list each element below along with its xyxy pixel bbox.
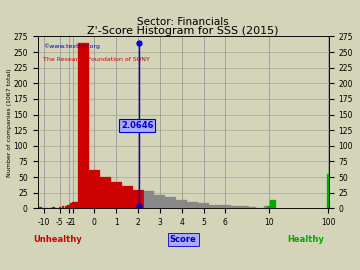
Bar <box>52 207 55 208</box>
Bar <box>132 190 144 208</box>
Bar <box>267 207 271 208</box>
Text: Sector: Financials: Sector: Financials <box>137 17 229 27</box>
Bar <box>122 186 132 208</box>
Bar <box>67 205 68 208</box>
Bar <box>242 207 249 208</box>
Text: Score: Score <box>170 235 197 244</box>
Bar <box>249 207 253 208</box>
Text: ©www.textbiz.org: ©www.textbiz.org <box>44 43 100 49</box>
Bar <box>89 170 100 208</box>
Bar <box>70 203 72 208</box>
Title: Z'-Score Histogram for SSS (2015): Z'-Score Histogram for SSS (2015) <box>87 26 279 36</box>
Text: 2.0646: 2.0646 <box>121 121 153 130</box>
Bar <box>40 207 42 208</box>
Bar <box>220 205 231 208</box>
Bar <box>209 205 220 208</box>
Bar <box>62 207 64 208</box>
Bar <box>154 195 165 208</box>
Bar <box>270 200 276 208</box>
Bar <box>187 202 198 208</box>
Bar <box>327 174 329 208</box>
Text: Healthy: Healthy <box>287 235 324 244</box>
Y-axis label: Number of companies (1067 total): Number of companies (1067 total) <box>7 68 12 177</box>
Text: The Research Foundation of SUNY: The Research Foundation of SUNY <box>44 57 150 62</box>
Bar <box>231 206 242 208</box>
Bar <box>253 207 256 208</box>
Bar <box>65 206 67 208</box>
Bar <box>198 203 209 208</box>
Bar <box>144 191 154 208</box>
Bar <box>72 202 78 208</box>
Bar <box>59 207 61 208</box>
Bar <box>68 205 70 208</box>
Bar <box>328 193 329 208</box>
Bar <box>111 182 122 208</box>
Bar <box>100 177 111 208</box>
Bar <box>176 200 187 208</box>
Bar <box>78 43 89 208</box>
Bar <box>165 197 176 208</box>
Text: Unhealthy: Unhealthy <box>33 235 82 244</box>
Bar <box>327 205 328 208</box>
Bar <box>264 206 267 208</box>
